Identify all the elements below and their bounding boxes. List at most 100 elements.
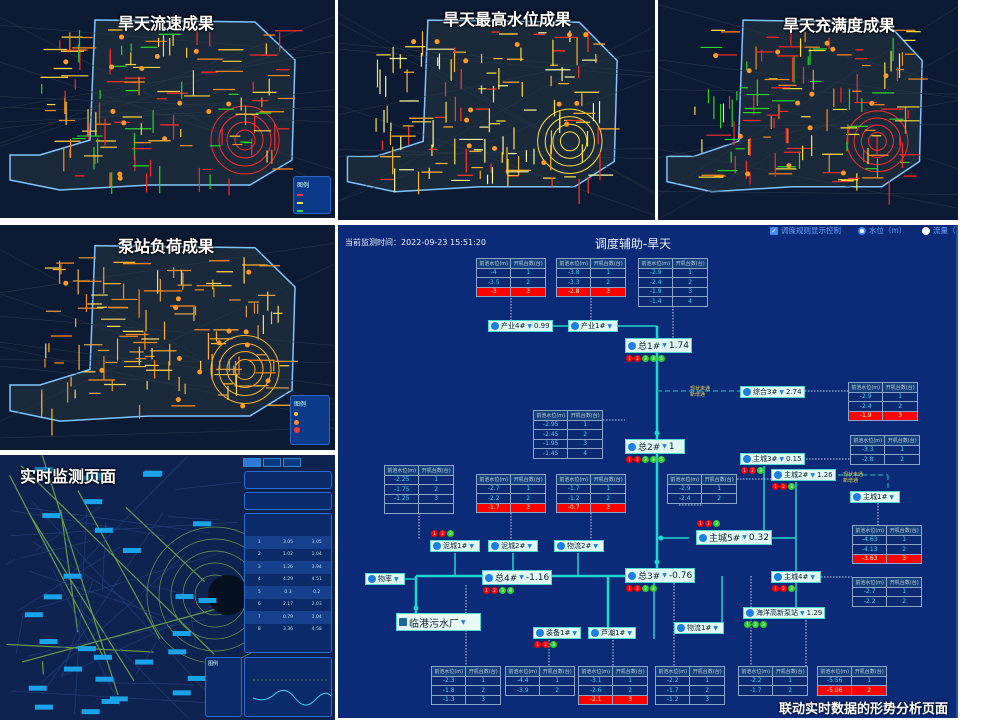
pump-station-node[interactable]: 主城2# ▼ 1.26 1 2 3 bbox=[771, 469, 836, 490]
pump-station-node[interactable]: 临港污水厂 ▼ bbox=[396, 613, 481, 631]
map-canvas[interactable] bbox=[658, 0, 958, 220]
dropdown-icon[interactable]: ▼ bbox=[593, 542, 598, 550]
max-water-level-map-panel[interactable]: 旱天最高水位成果 bbox=[338, 0, 655, 220]
dropdown-icon[interactable]: ▼ bbox=[800, 609, 805, 617]
node-value: 1.29 bbox=[806, 609, 823, 617]
dropdown-icon[interactable]: ▼ bbox=[527, 322, 532, 330]
monitor-type-box[interactable] bbox=[244, 492, 332, 510]
dropdown-icon[interactable]: ▼ bbox=[572, 629, 577, 637]
monitor-table-row[interactable]: 1 3.05 3.05 bbox=[245, 536, 331, 549]
pump-station-marker bbox=[541, 160, 547, 166]
monitor-table-row[interactable]: 5 0.3 0.2 bbox=[245, 586, 331, 599]
monitor-table-row[interactable]: 4 4.29 4.51 bbox=[245, 574, 331, 587]
pump-station-node[interactable]: 芦潮1# ▼ bbox=[588, 627, 636, 639]
pump-station-node[interactable]: 泥城2# ▼ bbox=[488, 540, 538, 552]
pump-station-marker bbox=[226, 328, 232, 334]
pump-station-node[interactable]: 物流2# ▼ bbox=[554, 540, 604, 552]
flow-speed-map-panel[interactable]: 旱天流速成果 图例 bbox=[0, 0, 335, 218]
table-cell: -2.4 bbox=[637, 277, 674, 288]
pump-station-node[interactable]: 主城5# ▼ 0.32 1 2 3 bbox=[696, 520, 772, 545]
checkbox-icon: ✓ bbox=[770, 226, 778, 235]
radio-icon bbox=[922, 226, 930, 235]
pump-rule-table: 前池水位(m) 开机台数(台) -2.9 1 -2.4 2 -1.9 3 -1.4 4 bbox=[637, 258, 708, 307]
pump-station-node[interactable]: 主城1# ▼ bbox=[850, 491, 900, 503]
dropdown-icon[interactable]: ▼ bbox=[779, 388, 784, 396]
pump-station-node[interactable]: 装备1# ▼ 1 2 3 bbox=[533, 627, 581, 648]
monitor-table-row[interactable]: 2 1.02 1.04 bbox=[245, 549, 331, 562]
dropdown-icon[interactable]: ▼ bbox=[461, 618, 466, 626]
dropdown-icon[interactable]: ▼ bbox=[810, 471, 815, 479]
road bbox=[338, 149, 655, 160]
dropdown-icon[interactable]: ▼ bbox=[519, 574, 524, 581]
node-value: 1.74 bbox=[668, 340, 689, 351]
map-canvas[interactable] bbox=[0, 225, 335, 450]
pump-station-node[interactable]: 总4# ▼ -1.16 1 2 3 4 bbox=[482, 570, 553, 594]
dropdown-icon[interactable]: ▼ bbox=[527, 542, 532, 550]
tab-button[interactable] bbox=[243, 458, 261, 467]
monitor-cell: 1 bbox=[257, 539, 261, 545]
tab-button[interactable] bbox=[283, 458, 301, 467]
map-canvas[interactable] bbox=[0, 0, 335, 218]
dropdown-icon[interactable]: ▼ bbox=[662, 572, 667, 579]
dropdown-icon[interactable]: ▼ bbox=[607, 322, 612, 330]
table-cell: -1.4 bbox=[637, 296, 674, 307]
dropdown-icon[interactable]: ▼ bbox=[713, 624, 718, 632]
filter-box[interactable] bbox=[244, 471, 332, 489]
pump-station-node[interactable]: 综合3# ▼ 2.74 bbox=[740, 386, 805, 398]
road bbox=[34, 506, 101, 552]
node-name: 综合3# bbox=[753, 388, 778, 396]
pump-station-node[interactable]: 总1# ▼ 1.74 1 2 3 4 5 bbox=[625, 338, 692, 362]
monitor-table-row[interactable]: 6 2.17 2.03 bbox=[245, 599, 331, 612]
pump-station-node[interactable]: 产业4# ▼ 0.99 bbox=[488, 320, 553, 332]
pump-station-node[interactable]: 物率 ▼ bbox=[365, 573, 405, 585]
ring-pipe bbox=[210, 334, 280, 404]
water-level-radio[interactable]: 水位（m） bbox=[858, 225, 906, 236]
realtime-monitor-panel[interactable]: 实时监测页面 1 3.05 3.05 2 1.02 1.04 3 1.26 3.94 4 4.29 4… bbox=[0, 455, 335, 720]
monitor-table-row[interactable]: 8 3.36 4.58 bbox=[245, 624, 331, 637]
map-canvas[interactable] bbox=[338, 0, 655, 220]
monitor-list[interactable]: 1 3.05 3.05 2 1.02 1.04 3 1.26 3.94 4 4.29 4.51 5 0.3… bbox=[244, 513, 332, 653]
route-note: 现状未通 新增通 bbox=[843, 472, 864, 484]
dropdown-icon[interactable]: ▼ bbox=[469, 542, 474, 550]
rule-display-checkbox[interactable]: ✓ 调度规则显示控制 bbox=[770, 225, 841, 236]
monitor-table-row[interactable]: 3 1.26 3.94 bbox=[245, 561, 331, 574]
pump-station-node[interactable]: 海洋高新泵站 ▼ 1.29 1 2 3 bbox=[743, 607, 826, 628]
table-row: -0.7 3 bbox=[555, 502, 626, 513]
monitor-cell: 6 bbox=[257, 602, 261, 608]
pump-station-node[interactable]: 泥城1# ▼ 1 2 3 bbox=[430, 530, 480, 552]
realtime-map-canvas[interactable] bbox=[0, 455, 335, 720]
dropdown-icon[interactable]: ▼ bbox=[662, 342, 667, 349]
tab-button[interactable] bbox=[263, 458, 281, 467]
table-cell: 2 bbox=[701, 493, 737, 504]
pump-station-node[interactable]: 总3# ▼ -0.76 1 2 3 4 bbox=[625, 568, 696, 592]
fullness-map-panel[interactable]: 旱天充满度成果 bbox=[658, 0, 958, 220]
table-cell: -2.3 bbox=[430, 675, 467, 686]
monitor-table-row[interactable]: 7 0.79 1.04 bbox=[245, 611, 331, 624]
table-cell: 3 bbox=[418, 493, 454, 504]
road bbox=[658, 48, 958, 220]
dropdown-icon[interactable]: ▼ bbox=[889, 493, 894, 501]
flow-radio[interactable]: 流量（ bbox=[922, 225, 956, 236]
dropdown-icon[interactable]: ▼ bbox=[662, 443, 667, 450]
table-header: 前池水位(m) bbox=[637, 258, 674, 269]
pump-station-node[interactable]: 物流1# ▼ bbox=[674, 622, 724, 634]
road bbox=[658, 59, 958, 99]
table-cell: -1.3 bbox=[430, 694, 467, 705]
pump-station-node[interactable]: 产业1# ▼ bbox=[568, 320, 618, 332]
pump-status-light: 1 bbox=[772, 585, 779, 592]
dropdown-icon[interactable]: ▼ bbox=[742, 534, 747, 541]
table-cell: -2.7 bbox=[851, 586, 888, 597]
pump-station-node[interactable]: 主城3# ▼ 0.15 1 2 3 bbox=[740, 453, 805, 474]
pump-load-map-panel[interactable]: 泵站负荷成果 图例 bbox=[0, 225, 335, 450]
monitor-cell: 2.03 bbox=[311, 602, 322, 608]
dropdown-icon[interactable]: ▼ bbox=[394, 575, 399, 583]
node-name: 泥城1# bbox=[443, 542, 468, 550]
pump-status-light: 3 bbox=[499, 587, 506, 594]
pump-station-node[interactable]: 主城4# ▼ 1 2 3 bbox=[771, 571, 821, 592]
dropdown-icon[interactable]: ▼ bbox=[627, 629, 632, 637]
dropdown-icon[interactable]: ▼ bbox=[810, 573, 815, 581]
dropdown-icon[interactable]: ▼ bbox=[779, 455, 784, 463]
pump-station-node[interactable]: 总2# ▼ 1 1 2 3 4 5 bbox=[625, 439, 685, 463]
